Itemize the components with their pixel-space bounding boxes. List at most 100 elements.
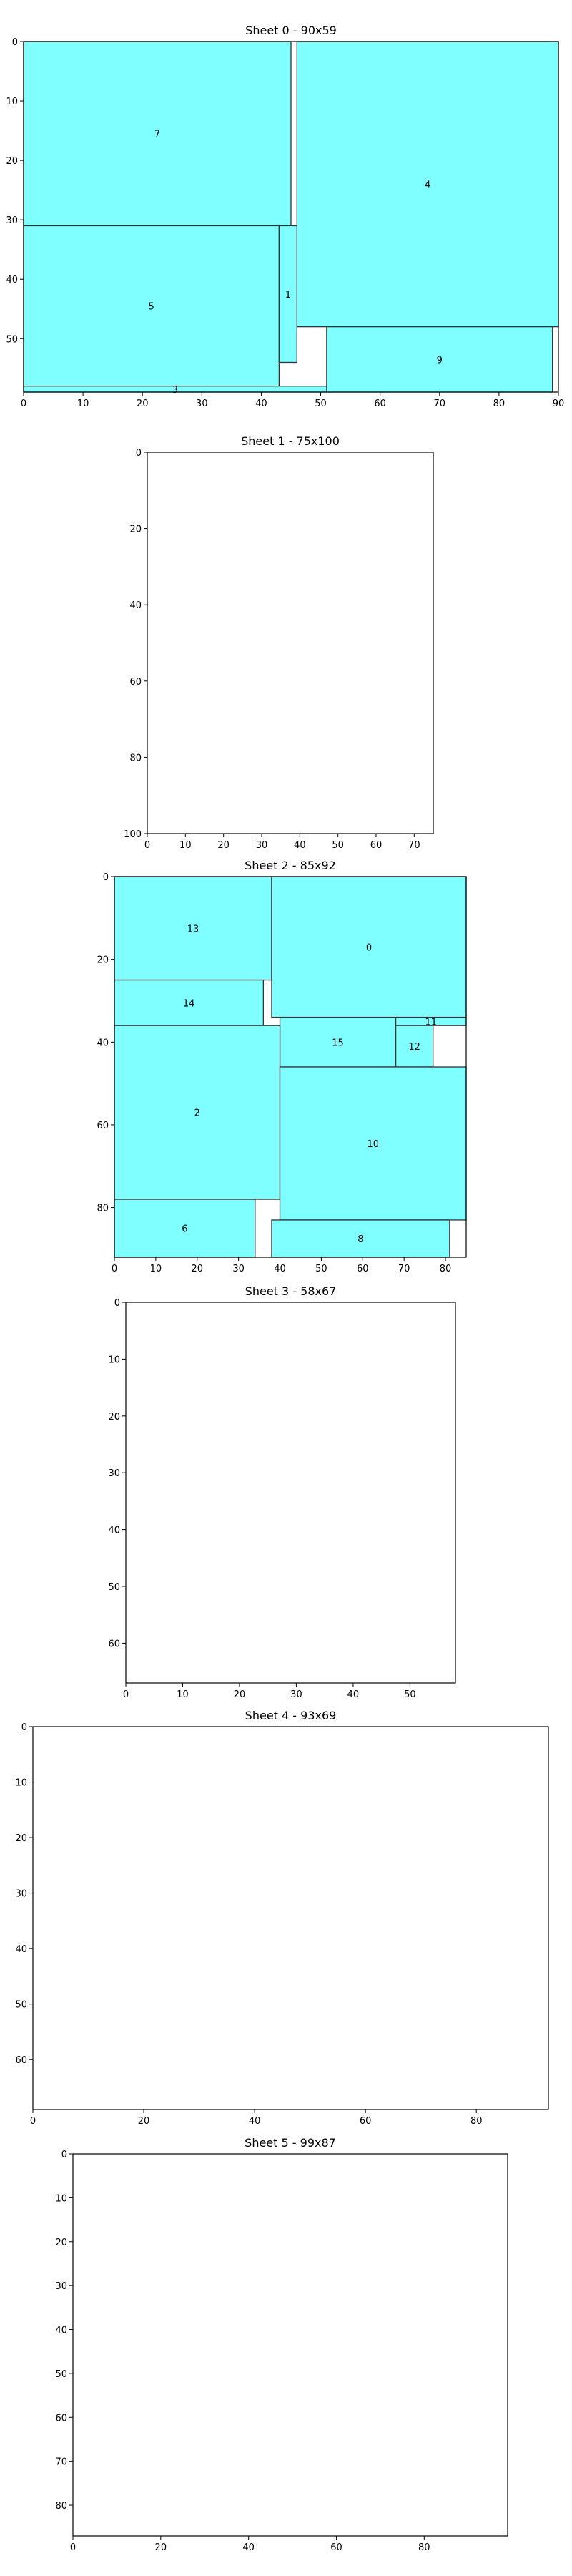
x-tick-label: 0 (144, 840, 150, 851)
x-tick-label: 80 (440, 1264, 452, 1274)
x-tick-label: 20 (234, 1689, 246, 1700)
sheet-title: Sheet 5 - 99x87 (245, 2136, 336, 2150)
sheet-5-plot: Sheet 5 - 99x87 0 20 40 60 80 0 10 20 30 40 50 60 70 8… (55, 2136, 508, 2553)
y-tick-label: 0 (136, 448, 142, 459)
axes-frame (147, 452, 434, 834)
piece-rect (326, 326, 553, 393)
piece: 3 (23, 385, 327, 396)
piece-label: 1 (285, 290, 291, 301)
y-tick-label: 20 (108, 1412, 120, 1423)
piece-rect (114, 1199, 256, 1258)
piece: 2 (114, 1025, 281, 1200)
x-tick-label: 30 (232, 1264, 245, 1274)
y-tick-label: 70 (55, 2457, 67, 2468)
piece-label: 3 (172, 385, 178, 396)
x-tick-label: 30 (290, 1689, 302, 1700)
x-tick-label: 50 (404, 1689, 416, 1700)
sheet-title: Sheet 2 - 85x92 (245, 859, 336, 872)
piece-label: 14 (183, 998, 195, 1009)
y-tick-label: 60 (129, 677, 142, 688)
x-tick-label: 50 (315, 399, 327, 409)
y-tick-label: 20 (15, 1833, 27, 1844)
piece: 9 (326, 326, 553, 393)
piece: 6 (114, 1199, 256, 1258)
x-tick-label: 60 (357, 1264, 369, 1274)
y-tick-label: 30 (108, 1468, 120, 1479)
sheet-1-plot: Sheet 1 - 75x100 0 10 20 30 40 50 60 70 0 20 40 60 80… (124, 434, 434, 851)
piece-rect (23, 41, 292, 227)
y-tick-label: 10 (55, 2193, 67, 2204)
piece: 13 (114, 876, 272, 981)
y-tick-label: 80 (55, 2501, 67, 2512)
y-tick-label: 40 (129, 600, 142, 611)
piece-label: 6 (182, 1224, 187, 1235)
piece-label: 2 (194, 1108, 200, 1119)
x-tick-label: 10 (179, 840, 192, 851)
piece-rect (296, 41, 559, 328)
y-tick-label: 50 (15, 2000, 27, 2011)
y-tick-label: 20 (97, 955, 109, 966)
x-tick-label: 40 (249, 2116, 261, 2127)
x-tick-label: 0 (123, 1689, 129, 1700)
piece-label: 8 (358, 1234, 363, 1245)
y-tick-label: 10 (108, 1355, 120, 1365)
y-tick-label: 80 (129, 753, 142, 763)
sheet-3-plot: Sheet 3 - 58x67 0 10 20 30 40 50 0 10 20 30 40 50 60 (108, 1284, 456, 1700)
piece-label: 13 (187, 924, 199, 935)
x-tick-label: 40 (255, 399, 267, 409)
x-tick-label: 40 (242, 2542, 255, 2553)
y-tick-label: 0 (21, 1722, 27, 1733)
x-tick-label: 0 (112, 1264, 117, 1274)
sheet-title: Sheet 0 - 90x59 (245, 24, 337, 37)
piece-label: 4 (425, 180, 430, 190)
x-tick-label: 40 (294, 840, 306, 851)
piece: 14 (114, 979, 265, 1026)
piece: 4 (296, 41, 559, 328)
y-tick-label: 40 (108, 1526, 120, 1536)
sheet-title: Sheet 3 - 58x67 (245, 1284, 337, 1298)
y-tick-label: 0 (103, 872, 109, 883)
piece-rect (114, 1025, 281, 1200)
x-tick-label: 80 (493, 399, 506, 409)
x-tick-label: 50 (315, 1264, 327, 1274)
y-tick-label: 20 (55, 2238, 67, 2248)
x-tick-label: 50 (332, 840, 344, 851)
x-tick-label: 20 (137, 399, 149, 409)
x-tick-label: 70 (398, 1264, 410, 1274)
piece-label: 9 (437, 355, 443, 366)
x-tick-label: 60 (360, 2116, 372, 2127)
sheet-4-plot: Sheet 4 - 93x69 0 20 40 60 80 0 10 20 30 40 50 60 (15, 1709, 549, 2127)
y-tick-label: 60 (15, 2055, 27, 2066)
y-tick-label: 40 (55, 2326, 67, 2336)
x-tick-label: 60 (370, 840, 383, 851)
sheet-title: Sheet 4 - 93x69 (245, 1709, 337, 1722)
x-tick-label: 30 (256, 840, 268, 851)
piece: 7 (23, 41, 292, 227)
y-tick-label: 30 (55, 2281, 67, 2292)
piece-rect (278, 225, 297, 364)
y-tick-label: 30 (6, 215, 18, 226)
piece: 1 (278, 225, 297, 364)
x-tick-label: 20 (155, 2542, 167, 2553)
y-tick-label: 50 (55, 2369, 67, 2380)
x-tick-label: 10 (77, 399, 89, 409)
y-tick-label: 0 (12, 37, 18, 48)
piece: 0 (271, 876, 467, 1018)
x-tick-label: 80 (418, 2542, 430, 2553)
y-tick-label: 20 (6, 156, 18, 167)
y-tick-label: 60 (55, 2413, 67, 2424)
x-tick-label: 0 (70, 2542, 76, 2553)
x-tick-label: 80 (470, 2116, 483, 2127)
y-tick-label: 10 (15, 1778, 27, 1789)
piece-rect (114, 979, 265, 1026)
piece: 12 (395, 1025, 434, 1068)
piece-rect (279, 1066, 467, 1221)
axes-frame (32, 1726, 549, 2110)
piece-label: 10 (367, 1139, 379, 1150)
y-tick-label: 0 (114, 1298, 120, 1309)
piece-rect (114, 876, 272, 981)
piece-rect (395, 1025, 434, 1068)
